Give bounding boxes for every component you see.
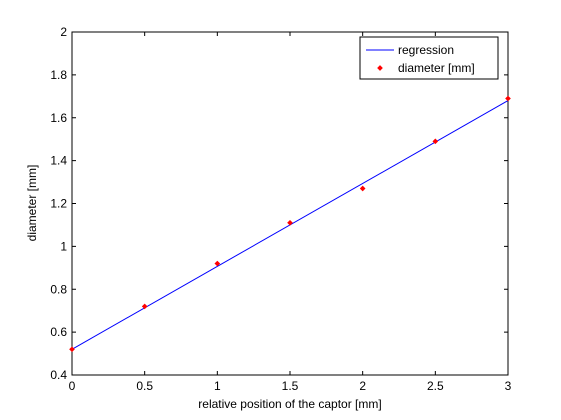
- legend-entry-label: diameter [mm]: [398, 61, 475, 75]
- x-tick-label: 2: [359, 379, 366, 393]
- legend: regression diameter [mm]: [360, 37, 498, 79]
- y-tick-label: 0.6: [50, 325, 67, 339]
- y-tick-label: 1.8: [50, 68, 67, 82]
- x-axis-label: relative position of the captor [mm]: [198, 397, 381, 411]
- y-tick-label: 1.4: [50, 154, 67, 168]
- y-axis-label: diameter [mm]: [25, 165, 39, 242]
- x-tick-label: 0: [69, 379, 76, 393]
- x-tick-label: 1.5: [282, 379, 299, 393]
- x-tick-label: 2.5: [427, 379, 444, 393]
- x-tick-label: 1: [214, 379, 221, 393]
- y-tick-label: 1.2: [50, 197, 67, 211]
- plot-area: [72, 32, 508, 375]
- x-tick-label: 3: [505, 379, 512, 393]
- y-tick-label: 1.6: [50, 111, 67, 125]
- x-tick-label: 0.5: [136, 379, 153, 393]
- y-tick-label: 0.8: [50, 282, 67, 296]
- legend-entry-label: regression: [398, 43, 454, 57]
- y-tick-label: 2: [60, 25, 67, 39]
- y-tick-label: 1: [60, 239, 67, 253]
- y-tick-label: 0.4: [50, 368, 67, 382]
